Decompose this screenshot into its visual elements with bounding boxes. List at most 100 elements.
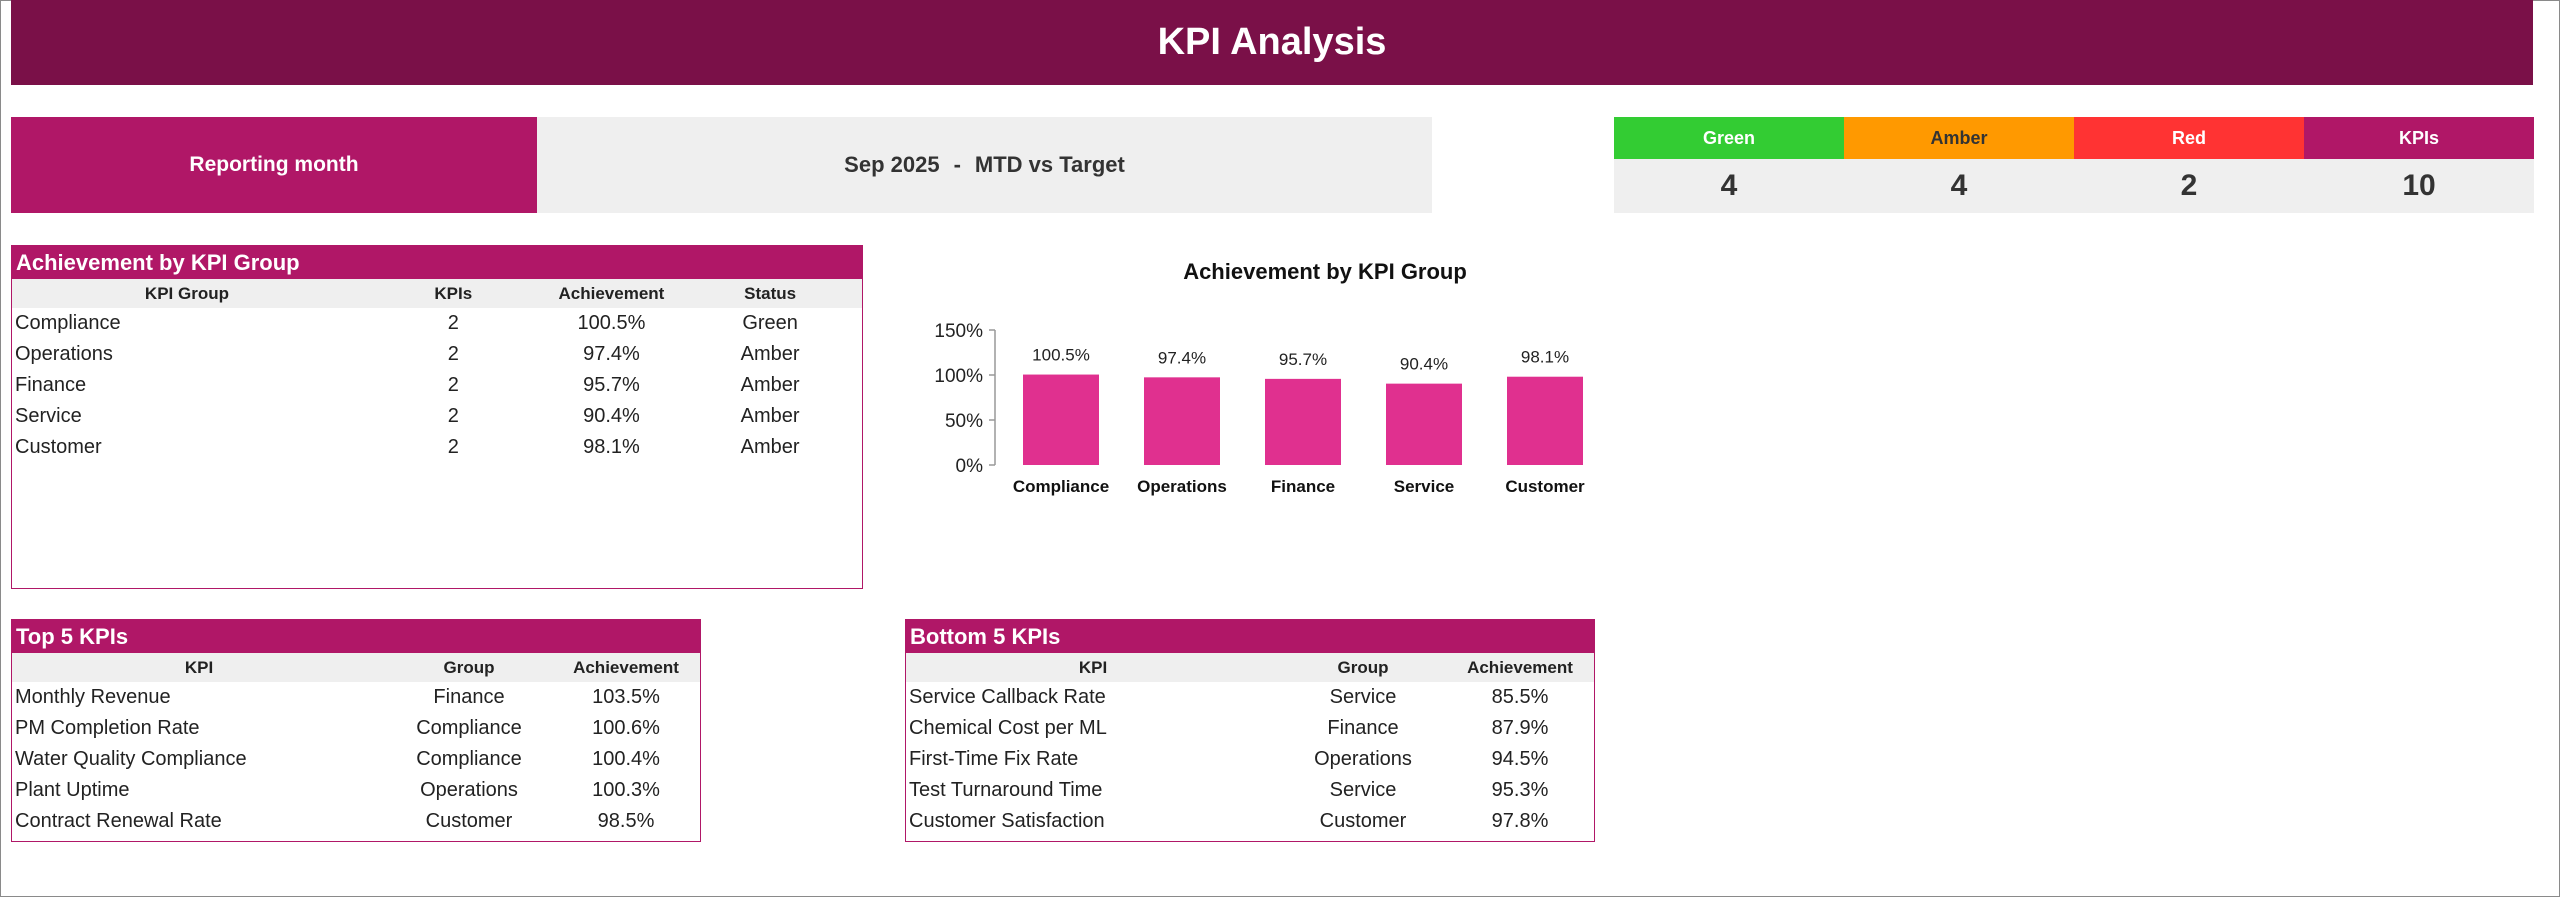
cell-group: Customer: [15, 436, 102, 458]
cell-kpi: Chemical Cost per ML: [909, 717, 1107, 739]
x-tick-label: Finance: [1271, 477, 1335, 496]
x-tick-label: Compliance: [1013, 477, 1109, 496]
table-row[interactable]: Customer 2 98.1% Amber: [12, 432, 862, 463]
cell-kpi: Monthly Revenue: [15, 686, 171, 708]
data-label: 100.5%: [1032, 346, 1090, 365]
y-tick-label: 150%: [934, 321, 983, 342]
achievement-table: KPI Group KPIs Achievement Status Compli…: [12, 279, 862, 463]
data-label: 95.7%: [1279, 350, 1327, 369]
cell-group: Service: [15, 405, 82, 427]
cell-achievement: 97.4%: [583, 343, 640, 365]
bar: [1023, 374, 1099, 465]
cell-kpis: 2: [447, 405, 459, 427]
status-green-count: 4: [1614, 159, 1844, 213]
table-row[interactable]: Finance 2 95.7% Amber: [12, 370, 862, 401]
page-title: KPI Analysis: [11, 0, 2533, 85]
x-tick-label: Customer: [1505, 477, 1585, 496]
bar: [1265, 378, 1341, 465]
status-summary: Green 4 Amber 4 Red 2 KPIs 10: [1614, 117, 2534, 213]
table-row[interactable]: Customer Satisfaction Customer 97.8%: [906, 806, 1594, 837]
table-row[interactable]: PM Completion Rate Compliance 100.6%: [12, 713, 700, 744]
cell-kpis: 2: [447, 312, 459, 334]
y-tick-label: 100%: [934, 366, 983, 387]
data-label: 97.4%: [1158, 348, 1206, 367]
column-header: Group: [386, 653, 552, 682]
status-kpis-count: 10: [2304, 159, 2534, 213]
status-kpis: KPIs 10: [2304, 117, 2534, 213]
column-header: KPIs: [361, 279, 545, 308]
column-header: Achievement: [1446, 653, 1594, 682]
cell-achievement: 94.5%: [1491, 748, 1549, 770]
table-row[interactable]: Plant Uptime Operations 100.3%: [12, 775, 700, 806]
cell-achievement: 90.4%: [583, 405, 640, 427]
table-header-row: KPI Group KPIs Achievement Status: [12, 279, 862, 308]
status-amber-count: 4: [1844, 159, 2074, 213]
table-row[interactable]: Chemical Cost per ML Finance 87.9%: [906, 713, 1594, 744]
cell-status: Amber: [740, 405, 800, 427]
cell-kpi: Test Turnaround Time: [909, 779, 1103, 801]
cell-kpi: PM Completion Rate: [15, 717, 200, 739]
cell-kpis: 2: [447, 436, 459, 458]
cell-status: Green: [742, 312, 798, 334]
cell-kpi: Plant Uptime: [15, 779, 130, 801]
y-tick-label: 50%: [945, 411, 983, 432]
cell-status: Amber: [740, 374, 800, 396]
table-row[interactable]: Monthly Revenue Finance 103.5%: [12, 682, 700, 713]
chart-title: Achievement by KPI Group: [1183, 259, 1467, 284]
status-green: Green 4: [1614, 117, 1844, 213]
achievement-bar-chart: 0% 50% 100% 150% 100.5% Compliance 97.4% Operat…: [934, 321, 1585, 496]
status-red: Red 2: [2074, 117, 2304, 213]
data-label: 98.1%: [1521, 348, 1569, 367]
data-label: 90.4%: [1400, 355, 1448, 374]
bar: [1144, 377, 1220, 465]
cell-achievement: 100.6%: [592, 717, 660, 739]
status-kpis-label: KPIs: [2304, 117, 2534, 159]
x-tick-label: Operations: [1137, 477, 1227, 496]
cell-kpi: Customer Satisfaction: [909, 810, 1105, 832]
table-header-row: KPI Group Achievement: [12, 653, 700, 682]
table-row[interactable]: Compliance 2 100.5% Green: [12, 308, 862, 339]
reporting-separator: -: [953, 152, 961, 177]
table-row[interactable]: Service 2 90.4% Amber: [12, 401, 862, 432]
cell-kpis: 2: [447, 374, 459, 396]
reporting-mode: MTD vs Target: [974, 152, 1125, 177]
cell-achievement: 100.3%: [592, 779, 660, 801]
cell-kpi: Contract Renewal Rate: [15, 810, 222, 832]
reporting-month-value[interactable]: Sep 2025- MTD vs Target: [537, 117, 1432, 213]
cell-group: Compliance: [416, 748, 522, 770]
table-row[interactable]: Water Quality Compliance Compliance 100.…: [12, 744, 700, 775]
status-amber-label: Amber: [1844, 117, 2074, 159]
cell-group: Finance: [15, 374, 87, 396]
bar: [1507, 376, 1583, 465]
cell-achievement: 87.9%: [1491, 717, 1549, 739]
status-red-count: 2: [2074, 159, 2304, 213]
cell-status: Amber: [740, 343, 800, 365]
cell-group: Finance: [433, 686, 505, 708]
cell-group: Finance: [1327, 717, 1399, 739]
column-header: KPI: [12, 653, 386, 682]
cell-achievement: 103.5%: [592, 686, 660, 708]
table-header-row: KPI Group Achievement: [906, 653, 1594, 682]
cell-achievement: 85.5%: [1491, 686, 1549, 708]
cell-group: Compliance: [15, 312, 121, 334]
cell-group: Operations: [15, 343, 113, 365]
table-row[interactable]: First-Time Fix Rate Operations 94.5%: [906, 744, 1594, 775]
table-row[interactable]: Contract Renewal Rate Customer 98.5%: [12, 806, 700, 837]
bar: [1386, 383, 1462, 465]
column-header: KPI Group: [12, 279, 362, 308]
achievement-panel-title: Achievement by KPI Group: [12, 246, 862, 279]
table-row[interactable]: Operations 2 97.4% Amber: [12, 339, 862, 370]
bottom5-panel-title: Bottom 5 KPIs: [906, 620, 1594, 653]
achievement-panel: Achievement by KPI Group KPI Group KPIs …: [11, 245, 863, 589]
cell-group: Service: [1329, 779, 1397, 801]
table-row[interactable]: Test Turnaround Time Service 95.3%: [906, 775, 1594, 806]
cell-kpi: Service Callback Rate: [909, 686, 1106, 708]
table-row[interactable]: Service Callback Rate Service 85.5%: [906, 682, 1594, 713]
cell-achievement: 100.4%: [592, 748, 660, 770]
cell-kpi: Water Quality Compliance: [15, 748, 247, 770]
column-header: KPI: [906, 653, 1280, 682]
column-header: Status: [678, 279, 862, 308]
x-tick-label: Service: [1394, 477, 1455, 496]
status-red-label: Red: [2074, 117, 2304, 159]
cell-group: Compliance: [416, 717, 522, 739]
